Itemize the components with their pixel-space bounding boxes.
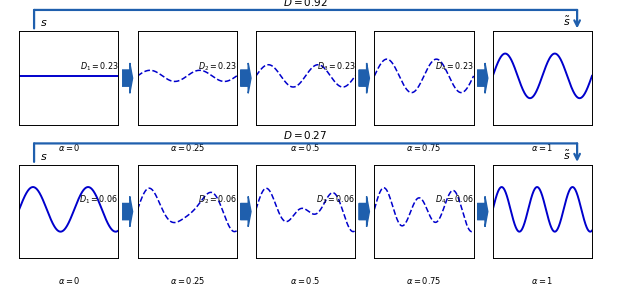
Text: $\alpha = 0.5$: $\alpha = 0.5$	[291, 275, 321, 284]
Text: $D_{2} = 0.06$: $D_{2} = 0.06$	[198, 193, 237, 206]
Text: $\alpha = 0.75$: $\alpha = 0.75$	[406, 275, 442, 284]
FancyArrow shape	[122, 197, 132, 227]
FancyArrow shape	[359, 63, 369, 93]
Text: $s$: $s$	[40, 18, 48, 28]
FancyArrow shape	[359, 197, 369, 227]
FancyArrow shape	[122, 63, 132, 93]
Text: $\tilde{s}$: $\tilde{s}$	[563, 149, 571, 162]
Text: $\alpha = 0.25$: $\alpha = 0.25$	[170, 275, 205, 284]
Text: $D = 0.92$: $D = 0.92$	[284, 0, 328, 8]
Text: $D_{3} = 0.06$: $D_{3} = 0.06$	[316, 193, 355, 206]
Text: $\alpha = 0.75$: $\alpha = 0.75$	[406, 142, 442, 153]
Text: $\tilde{s}$: $\tilde{s}$	[563, 15, 571, 28]
Text: $D_{4} = 0.06$: $D_{4} = 0.06$	[435, 193, 474, 206]
Text: $\alpha = 0$: $\alpha = 0$	[58, 275, 80, 284]
Text: $\alpha = 0.5$: $\alpha = 0.5$	[291, 142, 321, 153]
Text: $\alpha = 0.25$: $\alpha = 0.25$	[170, 142, 205, 153]
FancyArrow shape	[241, 197, 251, 227]
Text: $D = 0.27$: $D = 0.27$	[284, 129, 328, 141]
Text: $\alpha = 0$: $\alpha = 0$	[58, 142, 80, 153]
FancyArrow shape	[477, 63, 488, 93]
FancyArrow shape	[477, 197, 488, 227]
Text: $D_{3} = 0.23$: $D_{3} = 0.23$	[317, 60, 355, 72]
FancyArrow shape	[241, 63, 251, 93]
Text: $D_{1} = 0.23$: $D_{1} = 0.23$	[80, 60, 118, 72]
Text: $D_{4} = 0.23$: $D_{4} = 0.23$	[435, 60, 474, 72]
Text: $\alpha = 1$: $\alpha = 1$	[531, 275, 554, 284]
Text: $\alpha = 1$: $\alpha = 1$	[531, 142, 554, 153]
Text: $D_{1} = 0.06$: $D_{1} = 0.06$	[79, 193, 118, 206]
Text: $s$: $s$	[40, 152, 48, 162]
Text: $D_{2} = 0.23$: $D_{2} = 0.23$	[198, 60, 237, 72]
